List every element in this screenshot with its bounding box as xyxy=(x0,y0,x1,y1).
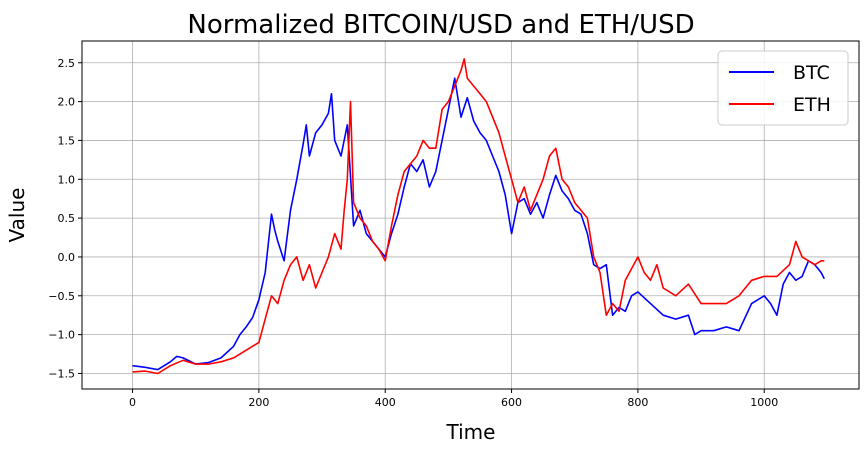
legend: BTC ETH xyxy=(717,50,849,126)
y-tick-label: −0.5 xyxy=(48,290,75,303)
x-tick-label: 1000 xyxy=(750,396,778,409)
y-tick-label: −1.0 xyxy=(48,329,75,342)
x-axis-label: Time xyxy=(446,420,496,444)
y-tick-label: 0.5 xyxy=(58,212,76,225)
series-line-btc xyxy=(132,77,826,371)
y-tick-label: 1.0 xyxy=(58,173,76,186)
legend-box xyxy=(717,50,849,126)
y-tick-label: −1.5 xyxy=(48,367,75,380)
series-line-eth xyxy=(132,58,825,375)
series-layer xyxy=(132,58,826,375)
chart-title: Normalized BITCOIN/USD and ETH/USD xyxy=(187,10,694,40)
x-axis: 0 200 400 600 800 1000 xyxy=(129,389,778,409)
legend-label-btc: BTC xyxy=(793,62,830,84)
plot-frame xyxy=(81,40,860,390)
y-tick-label: 2.5 xyxy=(58,57,76,70)
y-axis-label: Value xyxy=(5,188,29,243)
y-tick-label: 1.5 xyxy=(58,134,76,147)
y-axis: −1.5 −1.0 −0.5 0.0 0.5 1.0 1.5 2.0 2.5 xyxy=(48,57,82,380)
x-tick-label: 200 xyxy=(248,396,269,409)
x-tick-label: 400 xyxy=(375,396,396,409)
x-tick-label: 800 xyxy=(627,396,648,409)
x-tick-label: 0 xyxy=(129,396,136,409)
y-tick-label: 0.0 xyxy=(58,251,76,264)
legend-label-eth: ETH xyxy=(793,94,831,116)
x-tick-label: 600 xyxy=(501,396,522,409)
y-tick-label: 2.0 xyxy=(58,96,76,109)
